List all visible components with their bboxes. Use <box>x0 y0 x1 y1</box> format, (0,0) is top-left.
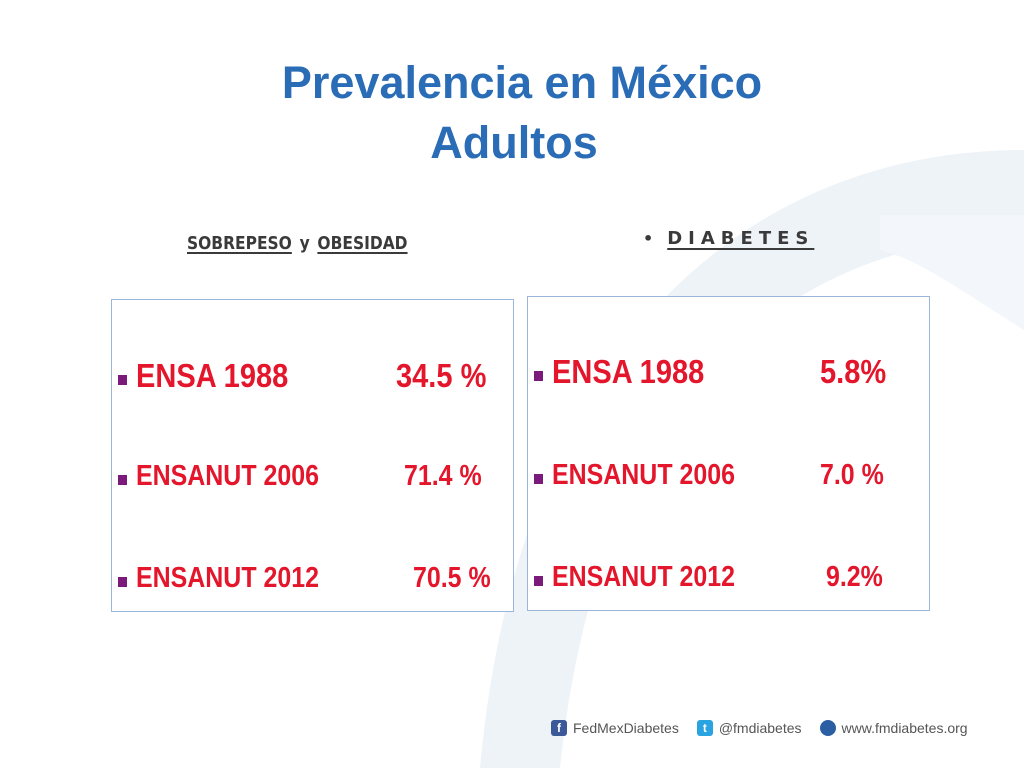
list-item: ENSA 1988 34.5 % <box>112 356 513 396</box>
list-item: ENSANUT 2006 7.0 % <box>528 455 929 495</box>
list-item: ENSANUT 2012 70.5 % <box>112 558 513 598</box>
diabetes-heading: • DIABETES <box>643 228 814 249</box>
diabetes-label: DIABETES <box>667 228 815 249</box>
prevalence-value: 5.8% <box>820 353 887 390</box>
page-subtitle: Adultos <box>430 117 598 168</box>
bullet-square-icon <box>534 371 543 381</box>
conjunction-label: y <box>299 233 310 254</box>
survey-name: ENSANUT 2012 <box>136 562 319 594</box>
survey-name: ENSANUT 2006 <box>136 460 319 492</box>
page-title: Prevalencia en México <box>281 57 763 108</box>
facebook-link[interactable]: f FedMexDiabetes <box>551 720 679 736</box>
sobrepeso-label: SOBREPESO <box>187 233 292 254</box>
website-link[interactable]: www.fmdiabetes.org <box>819 720 968 736</box>
bullet-square-icon <box>534 474 543 484</box>
list-item: ENSA 1988 5.8% <box>528 352 929 392</box>
survey-name: ENSANUT 2006 <box>552 459 735 491</box>
twitter-handle: @fmdiabetes <box>718 720 802 736</box>
sobrepeso-panel: ENSA 1988 34.5 % ENSANUT 2006 71.4 % ENS… <box>111 299 514 612</box>
obesidad-label: OBESIDAD <box>317 233 408 254</box>
prevalence-value: 34.5 % <box>396 357 487 394</box>
facebook-icon: f <box>551 720 567 736</box>
survey-name: ENSANUT 2012 <box>552 561 735 593</box>
prevalence-value: 70.5 % <box>413 562 491 594</box>
bullet-icon: • <box>643 229 654 248</box>
list-item: ENSANUT 2012 9.2% <box>528 557 929 597</box>
sobrepeso-heading: SOBREPESO y OBESIDAD <box>187 233 408 254</box>
twitter-link[interactable]: t @fmdiabetes <box>696 720 802 736</box>
globe-icon <box>819 720 836 736</box>
prevalence-value: 9.2% <box>826 561 883 593</box>
survey-name: ENSA 1988 <box>136 357 289 394</box>
bullet-square-icon <box>118 375 127 385</box>
prevalence-value: 7.0 % <box>820 459 884 491</box>
list-item: ENSANUT 2006 71.4 % <box>112 456 513 496</box>
facebook-handle: FedMexDiabetes <box>573 720 679 736</box>
twitter-icon: t <box>696 720 713 736</box>
bullet-square-icon <box>118 577 127 587</box>
footer-social-links: f FedMexDiabetes t @fmdiabetes www.fmdia… <box>551 716 986 740</box>
bullet-square-icon <box>118 475 127 485</box>
prevalence-value: 71.4 % <box>404 460 482 492</box>
bullet-square-icon <box>534 576 543 586</box>
survey-name: ENSA 1988 <box>552 353 705 390</box>
diabetes-panel: ENSA 1988 5.8% ENSANUT 2006 7.0 % ENSANU… <box>527 296 930 611</box>
website-url: www.fmdiabetes.org <box>841 720 968 736</box>
